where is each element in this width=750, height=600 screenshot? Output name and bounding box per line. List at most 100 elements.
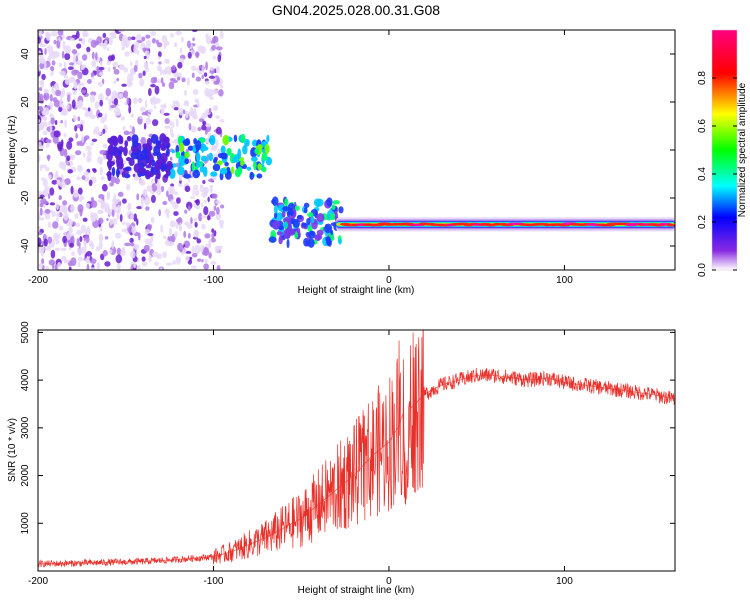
heatmap-cell	[187, 51, 192, 59]
heatmap-cell	[215, 66, 220, 74]
spectrogram-xlabel: Height of straight line (km)	[298, 285, 415, 296]
heatmap-cell	[41, 121, 48, 128]
heatmap-cell	[47, 154, 50, 162]
heatmap-cell	[133, 213, 138, 222]
heatmap-cell	[107, 160, 115, 167]
heatmap-cell	[133, 243, 140, 250]
heatmap-cell	[145, 172, 154, 178]
snr-ylabel: SNR (10 * v/v)	[7, 418, 18, 482]
heatmap-cell	[197, 127, 202, 132]
heatmap-cell	[99, 99, 104, 107]
heatmap-cell	[191, 161, 195, 172]
heatmap-cell	[51, 211, 56, 217]
heatmap-cell	[95, 130, 102, 136]
heatmap-cell	[56, 141, 64, 150]
heatmap-cell	[168, 227, 172, 236]
heatmap-cell	[157, 56, 161, 60]
heatmap-cell	[207, 196, 210, 203]
heatmap-cell	[142, 261, 148, 267]
heatmap-cell	[85, 202, 91, 209]
heatmap-cell	[204, 258, 208, 264]
heatmap-cell	[86, 46, 91, 53]
colorbar-tick-label: 0.6	[697, 119, 708, 133]
heatmap-cell	[261, 166, 267, 173]
heatmap-cell	[132, 173, 136, 177]
heatmap-cell	[70, 37, 75, 42]
snr-x-tick-label: -200	[28, 576, 48, 587]
heatmap-cell	[77, 261, 81, 268]
heatmap-cell	[315, 199, 321, 208]
heatmap-cell	[59, 98, 63, 108]
heatmap-cell	[144, 201, 148, 206]
heatmap-cell	[147, 88, 152, 97]
heatmap-cell	[210, 237, 217, 243]
heatmap-cell	[133, 163, 141, 173]
heatmap-cell	[75, 222, 81, 228]
heatmap-cell	[152, 251, 159, 258]
heatmap-cell	[164, 208, 170, 216]
heatmap-cell	[147, 108, 153, 113]
heatmap-cell	[146, 185, 153, 192]
heatmap-cell	[142, 70, 146, 76]
heatmap-cell	[102, 249, 108, 257]
heatmap-cell	[76, 43, 82, 49]
heatmap-cell	[153, 105, 157, 109]
heatmap-cell	[215, 126, 222, 135]
heatmap-cell	[39, 79, 45, 88]
heatmap-cell	[171, 149, 175, 154]
snr-y-tick-label: 2000	[20, 464, 31, 487]
heatmap-cell	[66, 104, 70, 110]
heatmap-cell	[249, 171, 255, 180]
heatmap-cell	[185, 148, 190, 153]
snr-x-tick-label: 100	[556, 576, 573, 587]
heatmap-cell	[101, 183, 108, 192]
heatmap-cell	[38, 36, 41, 44]
heatmap-cell	[136, 218, 139, 226]
heatmap-cell	[52, 97, 58, 103]
heatmap-cell	[117, 134, 123, 144]
snr-y-tick-label: 1000	[20, 512, 31, 535]
heatmap-cell	[56, 40, 61, 49]
heatmap-cell	[133, 64, 138, 73]
heatmap-cell	[70, 204, 75, 213]
heatmap-cell	[152, 152, 159, 157]
heatmap-cell	[86, 225, 91, 235]
heatmap-cell	[75, 229, 83, 235]
spectrogram-heatmap	[38, 30, 675, 270]
heatmap-cell	[153, 145, 161, 155]
heatmap-cell	[78, 38, 83, 42]
heatmap-cell	[116, 167, 120, 178]
heatmap-cell	[67, 94, 71, 103]
heatmap-cell	[151, 159, 156, 167]
heatmap-cell	[69, 242, 75, 248]
heatmap-cell	[64, 52, 71, 61]
heatmap-cell	[166, 58, 170, 65]
spectrogram-x-tick-label: -100	[203, 275, 223, 286]
heatmap-cell	[215, 200, 221, 204]
heatmap-cell	[47, 193, 51, 199]
heatmap-cell	[49, 125, 53, 133]
heatmap-cell	[203, 263, 209, 270]
heatmap-cell	[67, 169, 73, 174]
heatmap-cell	[112, 66, 116, 70]
heatmap-cell	[107, 67, 111, 72]
heatmap-cell	[237, 148, 242, 160]
colorbar-gradient	[712, 30, 737, 270]
heatmap-cell	[72, 114, 77, 122]
heatmap-cell	[107, 144, 115, 155]
heatmap-cell	[203, 199, 207, 203]
heatmap-cell	[666, 223, 675, 227]
heatmap-cell	[60, 110, 68, 116]
heatmap-cell	[108, 164, 112, 171]
heatmap-cell	[175, 30, 183, 36]
heatmap-cell	[106, 191, 111, 201]
heatmap-cell	[54, 120, 58, 126]
heatmap-cell	[99, 149, 107, 155]
heatmap-cell	[158, 209, 161, 217]
heatmap-cell	[59, 204, 66, 213]
heatmap-cell	[194, 98, 198, 104]
heatmap-cell	[105, 87, 111, 97]
heatmap-cell	[166, 143, 170, 149]
heatmap-cell	[205, 123, 211, 128]
